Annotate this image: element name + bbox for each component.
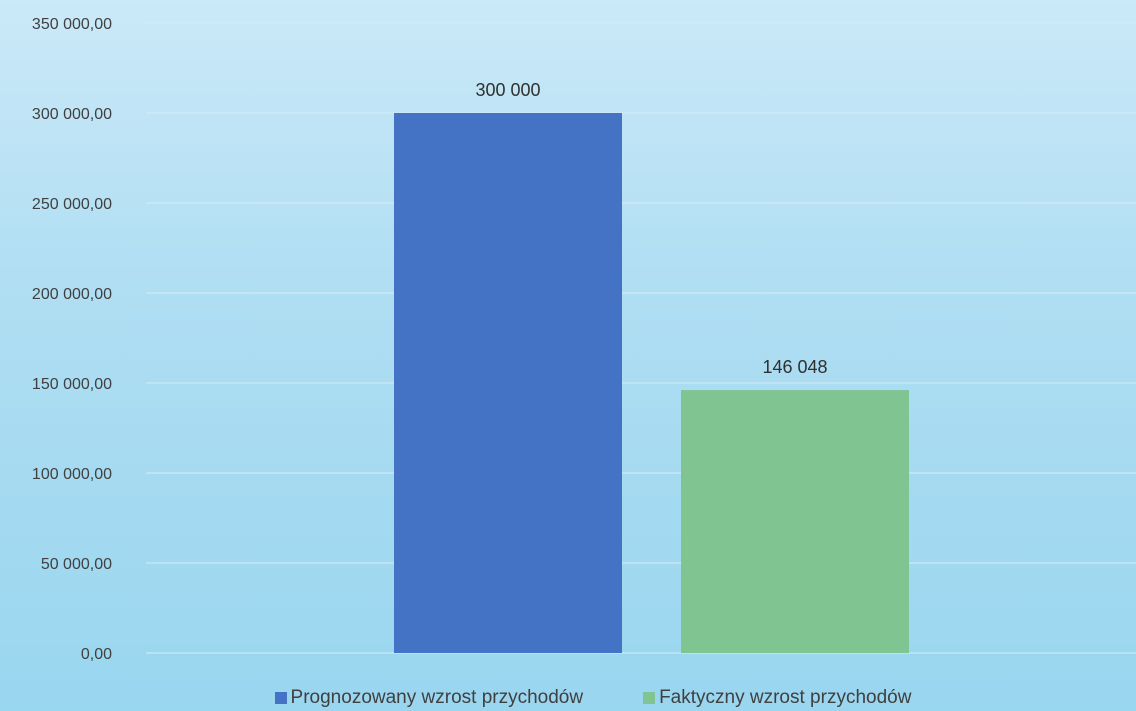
bar — [681, 390, 909, 653]
bar-data-label: 146 048 — [762, 357, 827, 377]
y-tick-label: 50 000,00 — [41, 556, 112, 573]
legend-label-actual: Faktyczny wzrost przychodów — [659, 686, 912, 708]
y-tick-label: 350 000,00 — [32, 16, 112, 33]
legend-swatch-forecast — [274, 691, 287, 704]
legend-item-actual: Faktyczny wzrost przychodów — [643, 687, 911, 709]
y-tick-label: 250 000,00 — [32, 196, 112, 213]
y-tick-label: 150 000,00 — [32, 376, 112, 393]
legend-item-forecast: Prognozowany wzrost przychodów — [274, 686, 584, 709]
bar-data-label: 300 000 — [475, 80, 540, 100]
legend: Prognozowany wzrost przychodów Faktyczny… — [50, 684, 1136, 711]
y-tick-label: 0,00 — [81, 646, 112, 663]
bar-chart: 0,00 50 000,00 100 000,00 150 000,00 200 000… — [32, 16, 1136, 663]
y-tick-label: 200 000,00 — [32, 286, 112, 303]
y-tick-label: 100 000,00 — [32, 466, 112, 483]
legend-label-forecast: Prognozowany wzrost przychodów — [290, 686, 584, 708]
legend-swatch-actual — [643, 691, 656, 704]
bar — [394, 113, 622, 653]
y-tick-label: 300 000,00 — [32, 106, 112, 123]
